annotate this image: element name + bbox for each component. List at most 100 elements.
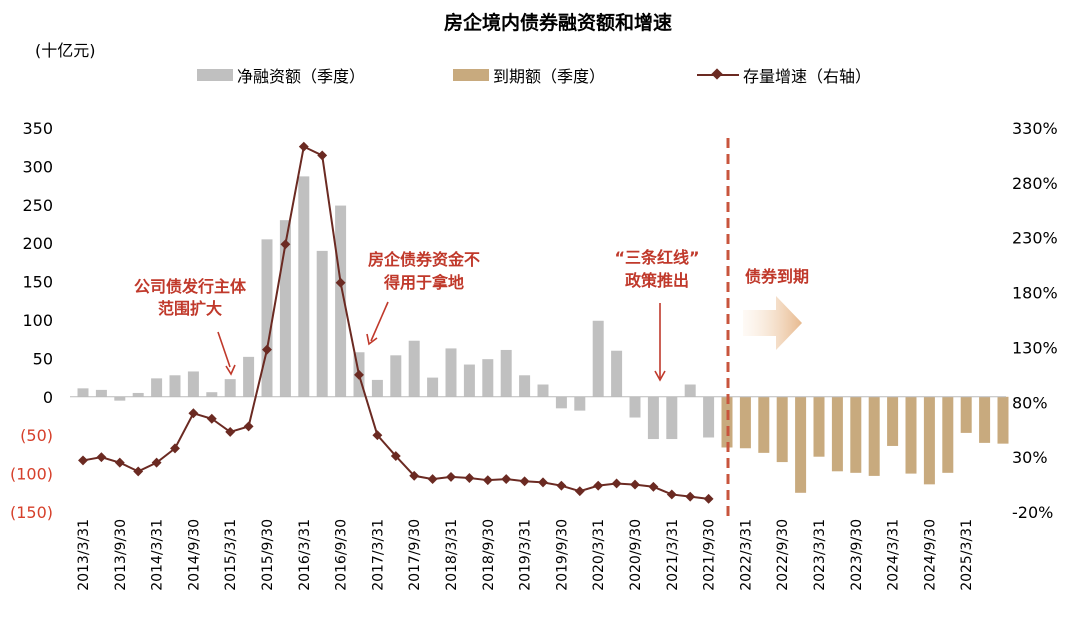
x-tick-label: 2018/3/31 <box>444 519 460 591</box>
maturity-bar <box>960 396 972 433</box>
growth-point <box>611 478 622 489</box>
growth-point <box>372 430 383 441</box>
net-financing-bar <box>408 340 420 397</box>
net-financing-bar <box>519 375 531 397</box>
growth-point <box>427 474 438 485</box>
net-financing-bar <box>537 384 549 397</box>
chart-title: 房企境内债券融资额和增速 <box>444 11 672 34</box>
right-tick-label: 330% <box>1012 119 1058 138</box>
net-financing-bar <box>316 250 328 397</box>
net-financing-bar <box>132 392 144 397</box>
maturity-bar <box>887 396 899 446</box>
x-tick-label: 2019/9/30 <box>554 519 570 591</box>
right-tick-label: 230% <box>1012 229 1058 248</box>
net-financing-bar <box>169 375 181 397</box>
annotation-company-bond-line1: 公司债发行主体 <box>134 277 247 296</box>
right-tick-label: 80% <box>1012 393 1048 412</box>
net-financing-bar <box>629 396 641 418</box>
maturity-bar <box>850 396 862 473</box>
legend-diamond-growth <box>711 68 723 80</box>
x-tick-label: 2016/3/31 <box>297 519 313 591</box>
growth-point <box>151 457 162 468</box>
left-tick-label: 250 <box>22 196 53 215</box>
right-tick-label: -20% <box>1012 503 1053 522</box>
left-tick-label: (150) <box>10 503 53 522</box>
x-axis: 2013/3/31 2013/9/30 2014/3/31 2014/9/30 2015… <box>76 519 975 591</box>
net-financing-bar <box>427 377 439 397</box>
right-tick-label: 130% <box>1012 338 1058 357</box>
right-tick-label: 30% <box>1012 448 1048 467</box>
growth-point <box>354 369 364 380</box>
right-axis: 330% 280% 230% 180% 130% 80% 30% -20% <box>1012 119 1058 522</box>
growth-point <box>317 150 328 161</box>
maturity-bar <box>905 396 917 474</box>
net-financing-bar <box>206 392 218 397</box>
maturity-bar <box>923 396 935 485</box>
x-tick-label: 2013/3/31 <box>76 519 92 591</box>
net-financing-bar <box>335 205 347 397</box>
net-financing-bar <box>298 176 310 397</box>
annotation-red-lines-line1: “三条红线” <box>614 248 699 267</box>
left-tick-label: 300 <box>22 157 53 176</box>
net-financing-bar <box>500 349 512 397</box>
annotation-land-ban-line2: 得用于拿地 <box>383 273 464 292</box>
growth-point <box>409 470 420 481</box>
growth-point <box>538 477 548 488</box>
growth-point <box>114 457 125 468</box>
left-tick-label: 350 <box>22 119 53 138</box>
x-tick-label: 2019/3/31 <box>518 519 534 591</box>
x-tick-label: 2024/3/31 <box>886 519 902 591</box>
growth-point <box>464 473 475 483</box>
annotation-red-lines-line2: 政策推出 <box>625 271 689 290</box>
x-tick-label: 2018/9/30 <box>481 519 497 591</box>
left-tick-label: 200 <box>22 234 53 253</box>
net-financing-bar <box>371 379 383 397</box>
x-tick-label: 2020/3/31 <box>591 519 607 591</box>
x-tick-label: 2017/3/31 <box>370 519 386 591</box>
growth-line-series <box>78 141 714 504</box>
annotation-arrow-2 <box>370 301 389 342</box>
growth-point <box>519 476 530 487</box>
x-tick-label: 2015/9/30 <box>260 519 276 591</box>
growth-point <box>206 413 217 424</box>
left-tick-label: 100 <box>22 311 53 330</box>
annotation-maturity: 债券到期 <box>745 267 809 286</box>
growth-point <box>685 491 696 502</box>
net-financing-bar <box>187 371 199 397</box>
maturity-bar <box>813 396 825 457</box>
maturity-bar <box>739 396 751 449</box>
growth-point <box>133 466 144 477</box>
x-tick-label: 2021/3/31 <box>665 519 681 591</box>
net-financing-bar <box>703 396 715 438</box>
net-financing-bar <box>611 350 623 397</box>
maturity-bar <box>942 396 954 473</box>
growth-point <box>703 493 714 504</box>
legend-label-net: 净融资额（季度） <box>237 67 365 86</box>
net-financing-bar <box>684 384 696 397</box>
maturity-bar <box>979 396 991 443</box>
growth-point <box>593 480 604 491</box>
left-tick-label: 0 <box>43 388 53 407</box>
x-tick-label: 2022/9/30 <box>775 519 791 591</box>
annotation-arrowhead-2 <box>366 333 378 346</box>
net-financing-bar <box>224 379 236 397</box>
x-tick-label: 2024/9/30 <box>922 519 938 591</box>
growth-point <box>630 479 640 490</box>
x-tick-label: 2014/3/31 <box>150 519 166 591</box>
annotation-land-ban-line1: 房企债券资金不 <box>368 250 480 269</box>
right-tick-label: 280% <box>1012 174 1058 193</box>
net-financing-bar <box>114 396 126 401</box>
annotation-maturity-arrow <box>743 296 802 350</box>
x-tick-label: 2022/3/31 <box>738 519 754 591</box>
net-financing-bar <box>445 348 457 397</box>
x-tick-label: 2014/9/30 <box>186 519 202 591</box>
growth-point <box>446 471 456 482</box>
annotation-arrowhead-1 <box>225 364 236 376</box>
net-financing-bar <box>482 359 494 397</box>
growth-point <box>170 443 180 454</box>
growth-point <box>335 277 346 288</box>
x-tick-label: 2021/9/30 <box>702 519 718 591</box>
maturity-bar <box>997 396 1009 444</box>
growth-point <box>482 475 493 486</box>
